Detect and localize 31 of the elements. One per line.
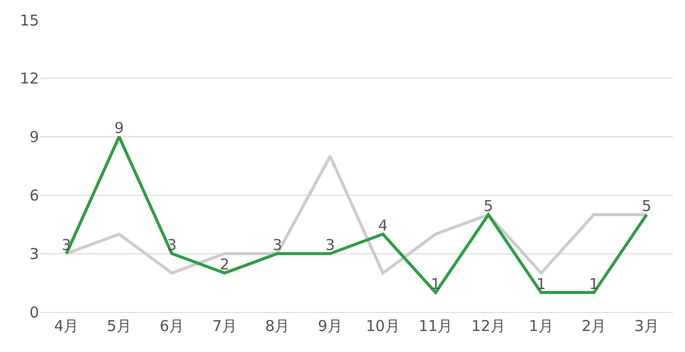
x-tick-label: 11月	[418, 317, 453, 335]
data-label: 1	[589, 274, 599, 293]
line-series	[64, 154, 648, 275]
data-label: 2	[220, 255, 230, 274]
x-tick-label: 8月	[265, 317, 290, 335]
x-tick-label: 2月	[582, 317, 606, 335]
y-tick-label: 6	[29, 186, 39, 204]
line-series	[64, 135, 648, 294]
x-tick-label: 7月	[212, 317, 237, 335]
y-tick-label: 9	[29, 128, 39, 146]
data-label: 5	[642, 196, 652, 215]
data-label: 5	[484, 196, 494, 215]
y-tick-label: 0	[29, 303, 39, 322]
x-tick-label: 5月	[106, 317, 132, 335]
x-tick-label: 3月	[634, 317, 659, 335]
y-tick-label: 12	[20, 70, 39, 88]
x-tick-label: 10月	[366, 317, 400, 335]
x-tick-label: 9月	[318, 317, 342, 335]
data-label: 1	[430, 274, 440, 293]
x-tick-label: 12月	[471, 317, 506, 335]
data-label: 9	[114, 119, 124, 138]
data-label: 3	[272, 236, 282, 254]
data-label: 3	[325, 236, 335, 254]
data-label: 3	[62, 236, 72, 254]
y-tick-label: 15	[20, 11, 39, 30]
data-label: 4	[378, 216, 388, 234]
x-tick-label: 6月	[160, 317, 184, 335]
x-tick-label: 4月	[54, 317, 79, 335]
x-tick-label: 1月	[528, 317, 554, 335]
y-tick-label: 3	[29, 244, 39, 263]
data-label: 1	[536, 274, 546, 293]
